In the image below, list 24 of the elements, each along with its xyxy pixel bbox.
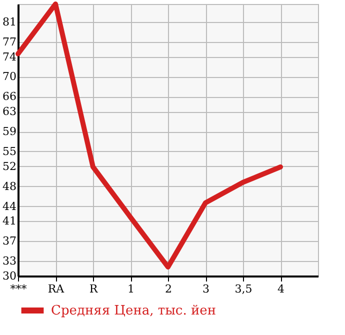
- x-tick-label: RA: [48, 282, 66, 296]
- y-tick-label: 30: [2, 270, 16, 282]
- x-tick-label: 2: [165, 282, 172, 296]
- y-tick-label: 41: [2, 214, 16, 228]
- y-tick-label: 55: [2, 144, 16, 158]
- x-tick-label: ***: [10, 282, 28, 296]
- y-tick-label: 63: [2, 105, 16, 118]
- y-tick-label: 81: [2, 15, 16, 28]
- legend-label: Средняя Цена, тыс. йен: [51, 304, 216, 318]
- y-tick-label: 74: [2, 50, 16, 64]
- y-tick-label: 33: [2, 254, 16, 268]
- y-tick-label: 52: [2, 160, 16, 173]
- y-tick-label: 66: [2, 90, 16, 104]
- x-tick-label: 1: [128, 282, 134, 296]
- y-tick-label: 48: [2, 180, 16, 193]
- y-tick-label: 37: [2, 234, 16, 248]
- y-tick-label: 44: [2, 200, 16, 213]
- y-tick-label: 70: [2, 70, 16, 84]
- x-tick-label: 4: [278, 282, 284, 296]
- y-tick-label: 77: [2, 35, 16, 48]
- x-tick-label: 3,5: [234, 282, 252, 296]
- x-tick-label: R: [89, 282, 98, 296]
- x-tick-label: 3: [202, 282, 210, 296]
- y-tick-label: 59: [2, 125, 16, 138]
